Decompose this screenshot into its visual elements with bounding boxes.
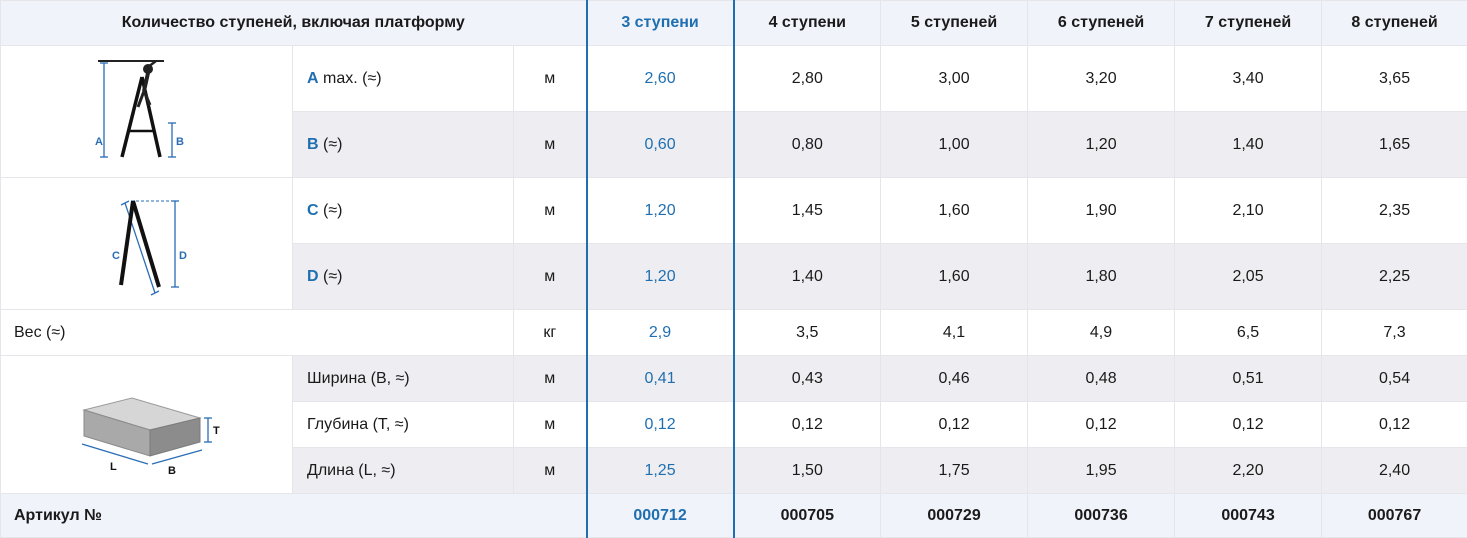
ladder-height-icon: A B [92,57,202,167]
cell-value: 4,9 [1028,310,1175,356]
svg-text:D: D [179,250,187,262]
svg-text:C: C [112,250,120,262]
cell-value: 1,75 [881,448,1028,494]
row-unit: м [514,402,587,448]
row-label-weight: Вес (≈) [1,310,514,356]
cell-value: 0,46 [881,356,1028,402]
cell-value: 2,60 [587,46,734,112]
article-number[interactable]: 000743 [1175,494,1322,538]
row-unit: м [514,356,587,402]
svg-text:L: L [110,461,117,473]
article-label: Артикул № [1,494,587,538]
cell-value: 0,12 [1175,402,1322,448]
cell-value: 1,20 [587,244,734,310]
ladder-cd-diagram: C D [1,178,293,310]
column-header-8-steps[interactable]: 8 ступеней [1322,1,1467,46]
cell-value: 2,05 [1175,244,1322,310]
cell-value: 3,40 [1175,46,1322,112]
row-label-b: B (≈) [293,112,514,178]
svg-text:A: A [95,136,103,148]
cell-value: 1,00 [881,112,1028,178]
cell-value: 1,50 [734,448,881,494]
cell-value: 0,60 [587,112,734,178]
table-row: Вес (≈) кг 2,9 3,5 4,1 4,9 6,5 7,3 [1,310,1467,356]
cell-value: 1,40 [1175,112,1322,178]
cell-value: 0,12 [1322,402,1467,448]
cell-value: 7,3 [1322,310,1467,356]
cell-value: 1,40 [734,244,881,310]
row-unit: м [514,244,587,310]
cell-value: 0,12 [587,402,734,448]
cell-value: 3,20 [1028,46,1175,112]
table-row: T L B Ширина (B, ≈) м 0,41 0,43 0,46 0,4… [1,356,1467,402]
package-box-icon: T L B [72,370,222,480]
table-row: A B A max. (≈) м 2,60 2,80 3,00 3,20 3,4… [1,46,1467,112]
cell-value: 1,90 [1028,178,1175,244]
cell-value: 1,60 [881,178,1028,244]
cell-value: 2,25 [1322,244,1467,310]
cell-value: 0,80 [734,112,881,178]
cell-value: 1,25 [587,448,734,494]
cell-value: 3,65 [1322,46,1467,112]
cell-value: 0,41 [587,356,734,402]
package-diagram: T L B [1,356,293,494]
row-label-d: D (≈) [293,244,514,310]
column-header-4-steps[interactable]: 4 ступени [734,1,881,46]
cell-value: 0,48 [1028,356,1175,402]
article-number[interactable]: 000705 [734,494,881,538]
cell-value: 0,43 [734,356,881,402]
cell-value: 6,5 [1175,310,1322,356]
column-header-6-steps[interactable]: 6 ступеней [1028,1,1175,46]
cell-value: 2,35 [1322,178,1467,244]
article-number[interactable]: 000736 [1028,494,1175,538]
cell-value: 2,80 [734,46,881,112]
cell-value: 0,51 [1175,356,1322,402]
row-unit: м [514,112,587,178]
cell-value: 1,80 [1028,244,1175,310]
ladder-folded-icon: C D [97,189,197,299]
cell-value: 0,54 [1322,356,1467,402]
cell-value: 1,60 [881,244,1028,310]
cell-value: 0,12 [881,402,1028,448]
ladder-ab-diagram: A B [1,46,293,178]
header-row: Количество ступеней, включая платформу 3… [1,1,1467,46]
cell-value: 3,5 [734,310,881,356]
row-label-c: C (≈) [293,178,514,244]
row-unit: м [514,178,587,244]
row-label-length: Длина (L, ≈) [293,448,514,494]
cell-value: 1,95 [1028,448,1175,494]
row-unit: кг [514,310,587,356]
cell-value: 1,45 [734,178,881,244]
column-header-7-steps[interactable]: 7 ступеней [1175,1,1322,46]
svg-text:T: T [213,425,220,437]
article-number[interactable]: 000729 [881,494,1028,538]
row-unit: м [514,448,587,494]
cell-value: 2,9 [587,310,734,356]
table-row: C D C (≈) м 1,20 1,45 1,60 1,90 2,10 2,3… [1,178,1467,244]
article-number[interactable]: 000767 [1322,494,1467,538]
cell-value: 3,00 [881,46,1028,112]
cell-value: 0,12 [1028,402,1175,448]
article-row: Артикул № 000712 000705 000729 000736 00… [1,494,1467,538]
cell-value: 1,65 [1322,112,1467,178]
cell-value: 2,20 [1175,448,1322,494]
cell-value: 2,10 [1175,178,1322,244]
cell-value: 1,20 [587,178,734,244]
row-label-width: Ширина (B, ≈) [293,356,514,402]
article-number[interactable]: 000712 [587,494,734,538]
cell-value: 4,1 [881,310,1028,356]
cell-value: 0,12 [734,402,881,448]
row-label-a: A max. (≈) [293,46,514,112]
column-header-5-steps[interactable]: 5 ступеней [881,1,1028,46]
svg-text:B: B [176,136,184,148]
cell-value: 1,20 [1028,112,1175,178]
row-unit: м [514,46,587,112]
column-header-3-steps[interactable]: 3 ступени [587,1,734,46]
cell-value: 2,40 [1322,448,1467,494]
row-label-depth: Глубина (T, ≈) [293,402,514,448]
header-title: Количество ступеней, включая платформу [1,1,587,46]
svg-text:B: B [168,465,176,477]
